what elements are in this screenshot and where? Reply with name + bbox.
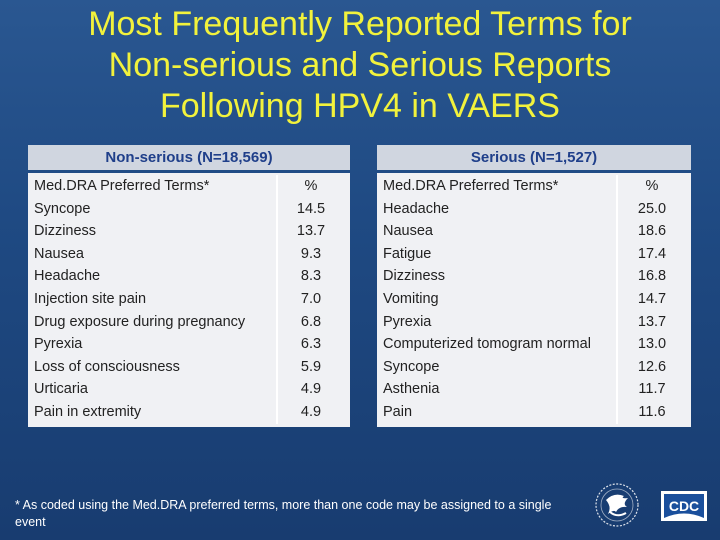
pct-cell: 4.9 [276, 378, 344, 401]
pct-cell: 16.8 [616, 265, 686, 288]
column-header-term: Med.DRA Preferred Terms* [383, 178, 559, 194]
pct-cell: 18.6 [616, 220, 686, 243]
term-cell: Dizziness [383, 268, 446, 285]
term-cell: Pain [383, 403, 413, 420]
column-header-pct: % [276, 175, 344, 198]
pct-cell: 4.9 [276, 400, 344, 424]
pct-cell: 14.7 [616, 287, 686, 311]
column-header-term: Med.DRA Preferred Terms* [34, 178, 210, 194]
pct-cell: 7.0 [276, 287, 344, 311]
non-serious-table: Non-serious (N=18,569) Med.DRA Preferred… [28, 145, 350, 427]
table-row: Nausea 18.6 [377, 220, 691, 243]
table-row: Dizziness 16.8 [377, 265, 691, 288]
pct-cell: 11.6 [616, 400, 686, 424]
table-row: Pain in extremity 4.9 [28, 400, 350, 424]
serious-table: Serious (N=1,527) Med.DRA Preferred Term… [377, 145, 691, 427]
term-cell: Headache [383, 200, 450, 217]
table-row: Dizziness 13.7 [28, 220, 350, 243]
column-header-pct: % [616, 175, 686, 198]
pct-cell: 13.0 [616, 333, 686, 356]
table-row: Headache 8.3 [28, 265, 350, 288]
table-row: Pain 11.6 [377, 400, 691, 424]
pct-cell: 6.3 [276, 333, 344, 356]
serious-header: Serious (N=1,527) [377, 145, 691, 170]
term-cell: Syncope [383, 358, 440, 375]
hhs-eagle-icon [594, 482, 646, 528]
term-cell: Vomiting [383, 290, 439, 307]
term-cell: Loss of consciousness [34, 358, 180, 375]
term-cell: Nausea [34, 245, 84, 262]
non-serious-header: Non-serious (N=18,569) [28, 145, 350, 170]
term-cell: Pain in extremity [34, 403, 142, 420]
pct-cell: 13.7 [276, 220, 344, 243]
table-row: Vomiting 14.7 [377, 287, 691, 311]
pct-cell: 17.4 [616, 242, 686, 266]
cdc-logo-text: CDC [669, 498, 699, 514]
term-cell: Syncope [34, 200, 91, 217]
table-row: Pyrexia 6.3 [28, 333, 350, 356]
pct-cell: 6.8 [276, 310, 344, 334]
pct-cell: 8.3 [276, 265, 344, 288]
table-row: Nausea 9.3 [28, 242, 350, 266]
non-serious-table-body: Med.DRA Preferred Terms* % Syncope 14.5 … [28, 173, 350, 427]
pct-cell: 12.6 [616, 355, 686, 379]
term-cell: Fatigue [383, 245, 432, 262]
pct-cell: 13.7 [616, 310, 686, 334]
slide-title: Most Frequently Reported Terms for Non-s… [20, 4, 700, 127]
pct-cell: 14.5 [276, 197, 344, 221]
table-row: Asthenia 11.7 [377, 378, 691, 401]
term-cell: Drug exposure during pregnancy [34, 313, 246, 330]
serious-table-body: Med.DRA Preferred Terms* % Headache 25.0… [377, 173, 691, 427]
term-cell: Urticaria [34, 381, 88, 398]
title-line-1: Most Frequently Reported Terms for [88, 5, 632, 43]
term-cell: Pyrexia [34, 336, 83, 353]
table-row: Syncope 12.6 [377, 355, 691, 379]
table-row: Urticaria 4.9 [28, 378, 350, 401]
table-row: Pyrexia 13.7 [377, 310, 691, 334]
table-row: Computerized tomogram normal 13.0 [377, 333, 691, 356]
table-row: Fatigue 17.4 [377, 242, 691, 266]
term-cell: Pyrexia [383, 313, 432, 330]
term-cell: Asthenia [383, 381, 440, 398]
title-line-2: Non-serious and Serious Reports [108, 46, 612, 84]
term-cell: Injection site pain [34, 290, 147, 307]
table-row: Drug exposure during pregnancy 6.8 [28, 310, 350, 334]
term-cell: Dizziness [34, 223, 97, 240]
pct-cell: 9.3 [276, 242, 344, 266]
pct-cell: 25.0 [616, 197, 686, 221]
term-cell: Computerized tomogram normal [383, 336, 591, 353]
table-row: Loss of consciousness 5.9 [28, 355, 350, 379]
table-row: Injection site pain 7.0 [28, 287, 350, 311]
table-header-row: Med.DRA Preferred Terms* % [377, 175, 691, 198]
table-row: Syncope 14.5 [28, 197, 350, 221]
footnote: * As coded using the Med.DRA preferred t… [15, 498, 552, 529]
table-row: Headache 25.0 [377, 197, 691, 221]
term-cell: Headache [34, 268, 101, 285]
pct-cell: 11.7 [616, 378, 686, 401]
cdc-logo: CDC [659, 489, 709, 523]
term-cell: Nausea [383, 223, 433, 240]
title-line-3: Following HPV4 in VAERS [160, 87, 560, 125]
pct-cell: 5.9 [276, 355, 344, 379]
table-header-row: Med.DRA Preferred Terms* % [28, 175, 350, 198]
